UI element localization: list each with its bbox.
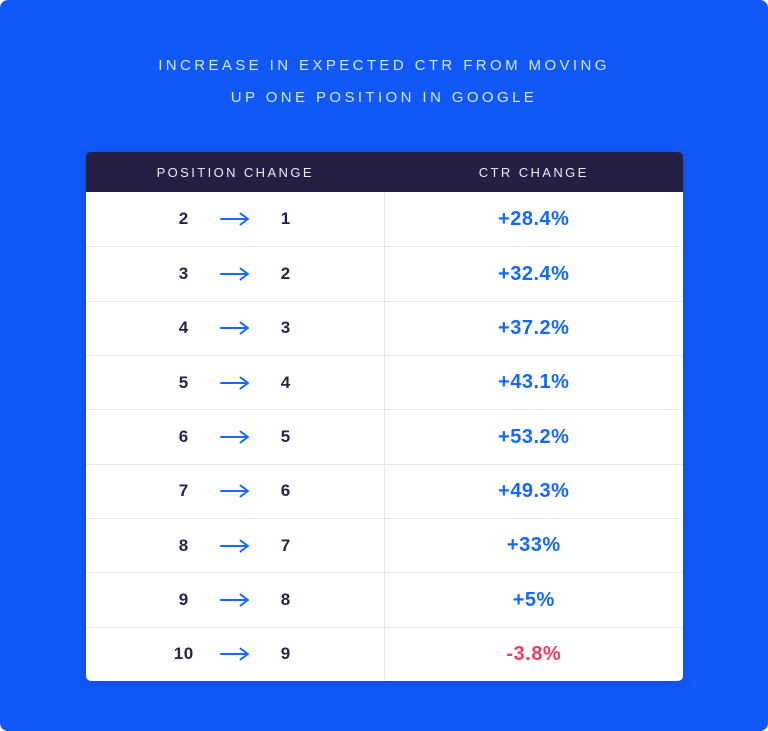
table-row: 4 3 +37.2%	[86, 300, 684, 356]
column-header-position-change: POSITION CHANGE	[156, 164, 314, 180]
position-from: 8	[178, 535, 189, 555]
right-arrow-icon	[219, 593, 249, 607]
ctr-change-cell: -3.8%	[385, 628, 684, 681]
table-row: 2 1 +28.4%	[86, 192, 684, 247]
position-from: 4	[178, 318, 189, 338]
title-line-1: INCREASE IN EXPECTED CTR FROM MOVING	[158, 57, 610, 74]
ctr-change-value: +49.3%	[498, 479, 570, 502]
right-arrow-icon	[219, 539, 249, 553]
ctr-change-value: -3.8%	[506, 642, 562, 665]
position-change-cell: 7 6	[86, 464, 385, 519]
position-change-cell: 6 5	[86, 410, 385, 464]
ctr-change-cell: +43.1%	[385, 356, 684, 409]
position-change-cell: 4 3	[86, 301, 385, 356]
position-from: 6	[178, 427, 189, 447]
ctr-change-cell: +53.2%	[385, 410, 684, 463]
position-to: 9	[280, 644, 291, 664]
table-row: 9 8 +5%	[86, 572, 684, 627]
position-change-cell: 2 1	[86, 192, 385, 247]
position-to: 3	[280, 318, 291, 338]
column-header-ctr-change: CTR CHANGE	[478, 164, 589, 180]
ctr-change-value: +53.2%	[498, 425, 570, 448]
right-arrow-icon	[219, 484, 249, 498]
position-from: 7	[178, 481, 189, 501]
position-from: 3	[178, 264, 189, 284]
position-from: 9	[178, 590, 189, 610]
ctr-table: POSITION CHANGE CTR CHANGE 2 1 +28.4% 3 …	[86, 152, 684, 682]
position-to: 1	[280, 209, 291, 229]
position-to: 6	[280, 481, 291, 501]
right-arrow-icon	[219, 212, 249, 226]
position-to: 4	[280, 372, 291, 392]
position-to: 8	[280, 590, 291, 610]
position-from: 2	[178, 209, 189, 229]
page-title: INCREASE IN EXPECTED CTR FROM MOVING UP …	[0, 50, 768, 114]
table-row: 6 5 +53.2%	[86, 409, 684, 464]
title-line-2: UP ONE POSITION IN GOOGLE	[230, 89, 538, 106]
table-row: 3 2 +32.4%	[86, 246, 684, 301]
position-to: 5	[280, 427, 291, 447]
table-body: 2 1 +28.4% 3 2 +32.4% 4 3	[86, 192, 684, 682]
right-arrow-icon	[219, 321, 249, 335]
ctr-change-cell: +5%	[385, 573, 684, 626]
ctr-change-value: +28.4%	[498, 207, 570, 230]
right-arrow-icon	[219, 376, 249, 390]
right-arrow-icon	[219, 267, 249, 281]
table-header-row: POSITION CHANGE CTR CHANGE	[86, 152, 683, 192]
table-row: 8 7 +33%	[86, 518, 684, 573]
ctr-change-cell: +37.2%	[385, 302, 684, 355]
ctr-change-value: +5%	[512, 588, 555, 611]
position-change-cell: 8 7	[86, 519, 385, 573]
table-row: 7 6 +49.3%	[86, 463, 684, 519]
position-change-cell: 9 8	[86, 573, 385, 627]
position-from: 5	[178, 372, 189, 392]
ctr-change-cell: +33%	[385, 519, 684, 572]
position-to: 7	[280, 535, 291, 555]
position-to: 2	[280, 264, 291, 284]
table-row: 10 9 -3.8%	[86, 626, 684, 682]
ctr-change-value: +32.4%	[498, 262, 570, 285]
position-from: 10	[173, 644, 194, 664]
right-arrow-icon	[219, 647, 249, 661]
ctr-change-cell: +28.4%	[385, 192, 684, 246]
position-change-cell: 10 9	[86, 627, 385, 682]
ctr-change-cell: +49.3%	[385, 465, 684, 518]
right-arrow-icon	[219, 430, 249, 444]
ctr-change-value: +43.1%	[498, 371, 570, 394]
ctr-change-value: +33%	[506, 534, 561, 557]
table-row: 5 4 +43.1%	[86, 355, 684, 410]
ctr-change-cell: +32.4%	[385, 247, 684, 300]
position-change-cell: 5 4	[86, 356, 385, 410]
ctr-change-value: +37.2%	[498, 316, 570, 339]
position-change-cell: 3 2	[86, 247, 385, 301]
